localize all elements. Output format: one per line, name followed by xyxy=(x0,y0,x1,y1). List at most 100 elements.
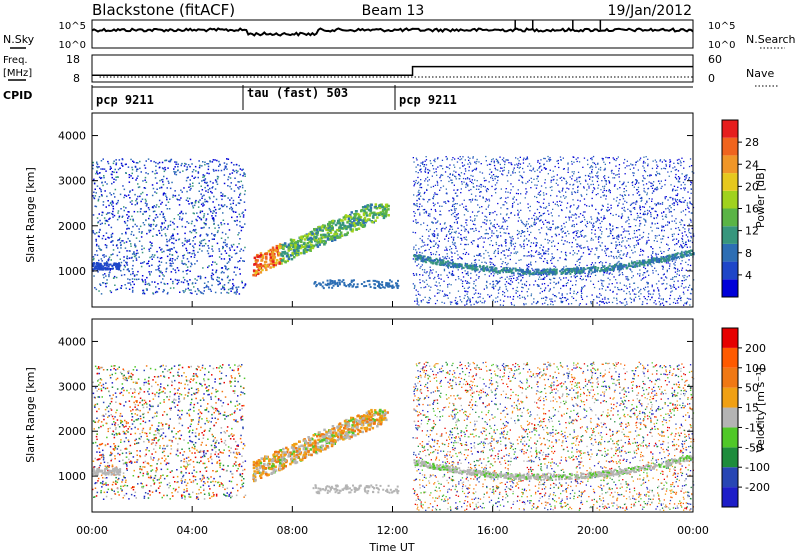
data-cell xyxy=(175,171,177,173)
data-cell xyxy=(183,291,185,294)
data-cell xyxy=(684,179,686,181)
data-cell xyxy=(467,299,469,301)
data-cell xyxy=(475,300,477,302)
data-cell xyxy=(238,232,240,234)
data-cell xyxy=(147,207,150,209)
data-cell xyxy=(201,165,203,167)
data-cell xyxy=(211,269,214,271)
data-cell xyxy=(446,192,448,194)
data-cell xyxy=(93,262,96,265)
data-cell xyxy=(534,268,536,271)
data-cell xyxy=(192,229,194,232)
data-cell xyxy=(499,163,501,166)
data-cell xyxy=(162,213,164,216)
data-cell xyxy=(464,243,466,246)
data-cell xyxy=(269,256,273,259)
data-cell xyxy=(544,182,546,184)
data-cell xyxy=(642,231,645,234)
data-cell xyxy=(579,246,581,248)
data-cell xyxy=(238,243,240,245)
data-cell xyxy=(597,280,600,282)
data-cell xyxy=(505,241,507,244)
data-cell xyxy=(94,195,97,197)
data-cell xyxy=(674,268,677,270)
data-cell xyxy=(128,215,130,218)
data-cell xyxy=(239,192,242,195)
data-cell xyxy=(132,220,135,222)
data-cell xyxy=(527,203,529,205)
data-cell xyxy=(212,273,215,276)
data-cell xyxy=(230,182,232,184)
data-cell xyxy=(153,220,155,222)
data-cell xyxy=(475,227,477,230)
data-cell xyxy=(265,252,269,255)
data-cell xyxy=(639,273,641,275)
data-cell xyxy=(131,166,133,169)
data-cell xyxy=(112,210,114,213)
data-cell xyxy=(634,296,637,298)
data-cell xyxy=(440,187,442,189)
data-cell xyxy=(604,179,606,182)
data-cell xyxy=(433,171,435,174)
data-cell xyxy=(520,275,522,277)
data-cell xyxy=(109,290,112,292)
data-cell xyxy=(319,238,322,242)
data-cell xyxy=(102,282,104,284)
data-cell xyxy=(560,176,563,178)
data-cell xyxy=(174,161,176,163)
data-cell xyxy=(180,164,182,167)
data-cell xyxy=(599,166,602,169)
data-cell xyxy=(464,208,467,210)
data-cell xyxy=(135,259,138,261)
data-cell xyxy=(610,251,613,253)
data-cell xyxy=(92,164,94,167)
data-cell xyxy=(639,206,642,208)
data-cell xyxy=(444,249,446,251)
data-cell xyxy=(604,177,606,180)
data-cell xyxy=(99,187,101,190)
data-cell xyxy=(608,255,610,258)
data-cell xyxy=(166,238,168,241)
data-cell xyxy=(429,213,431,215)
data-cell xyxy=(327,234,331,238)
data-cell xyxy=(160,281,162,284)
data-cell xyxy=(160,225,162,228)
data-cell xyxy=(200,240,203,242)
data-cell xyxy=(186,241,188,243)
data-cell xyxy=(233,271,235,273)
data-cell xyxy=(516,233,519,236)
data-cell xyxy=(469,299,471,301)
data-cell xyxy=(524,197,526,199)
data-cell xyxy=(450,273,453,275)
data-cell xyxy=(99,223,102,225)
data-cell xyxy=(151,281,153,283)
data-cell xyxy=(510,237,512,239)
data-cell xyxy=(141,191,144,194)
data-cell xyxy=(164,233,167,235)
data-cell xyxy=(584,203,586,206)
data-cell xyxy=(505,245,507,247)
data-cell xyxy=(598,288,601,290)
data-cell xyxy=(548,158,550,160)
data-cell xyxy=(452,267,455,269)
data-cell xyxy=(110,234,113,236)
data-cell xyxy=(560,301,562,304)
data-cell xyxy=(498,288,501,290)
data-cell xyxy=(480,226,482,228)
data-cell xyxy=(470,272,472,275)
data-cell xyxy=(504,254,506,256)
data-cell xyxy=(169,250,171,252)
data-cell xyxy=(492,244,494,247)
data-cell xyxy=(149,241,151,243)
data-cell xyxy=(165,204,167,206)
data-cell xyxy=(537,193,539,195)
data-cell xyxy=(272,265,275,269)
data-cell xyxy=(668,211,671,213)
data-cell xyxy=(548,222,550,224)
data-cell xyxy=(680,223,682,226)
data-cell xyxy=(203,282,206,284)
data-cell xyxy=(588,175,590,177)
data-cell xyxy=(501,167,503,169)
data-cell xyxy=(597,177,599,180)
data-cell xyxy=(436,221,438,223)
